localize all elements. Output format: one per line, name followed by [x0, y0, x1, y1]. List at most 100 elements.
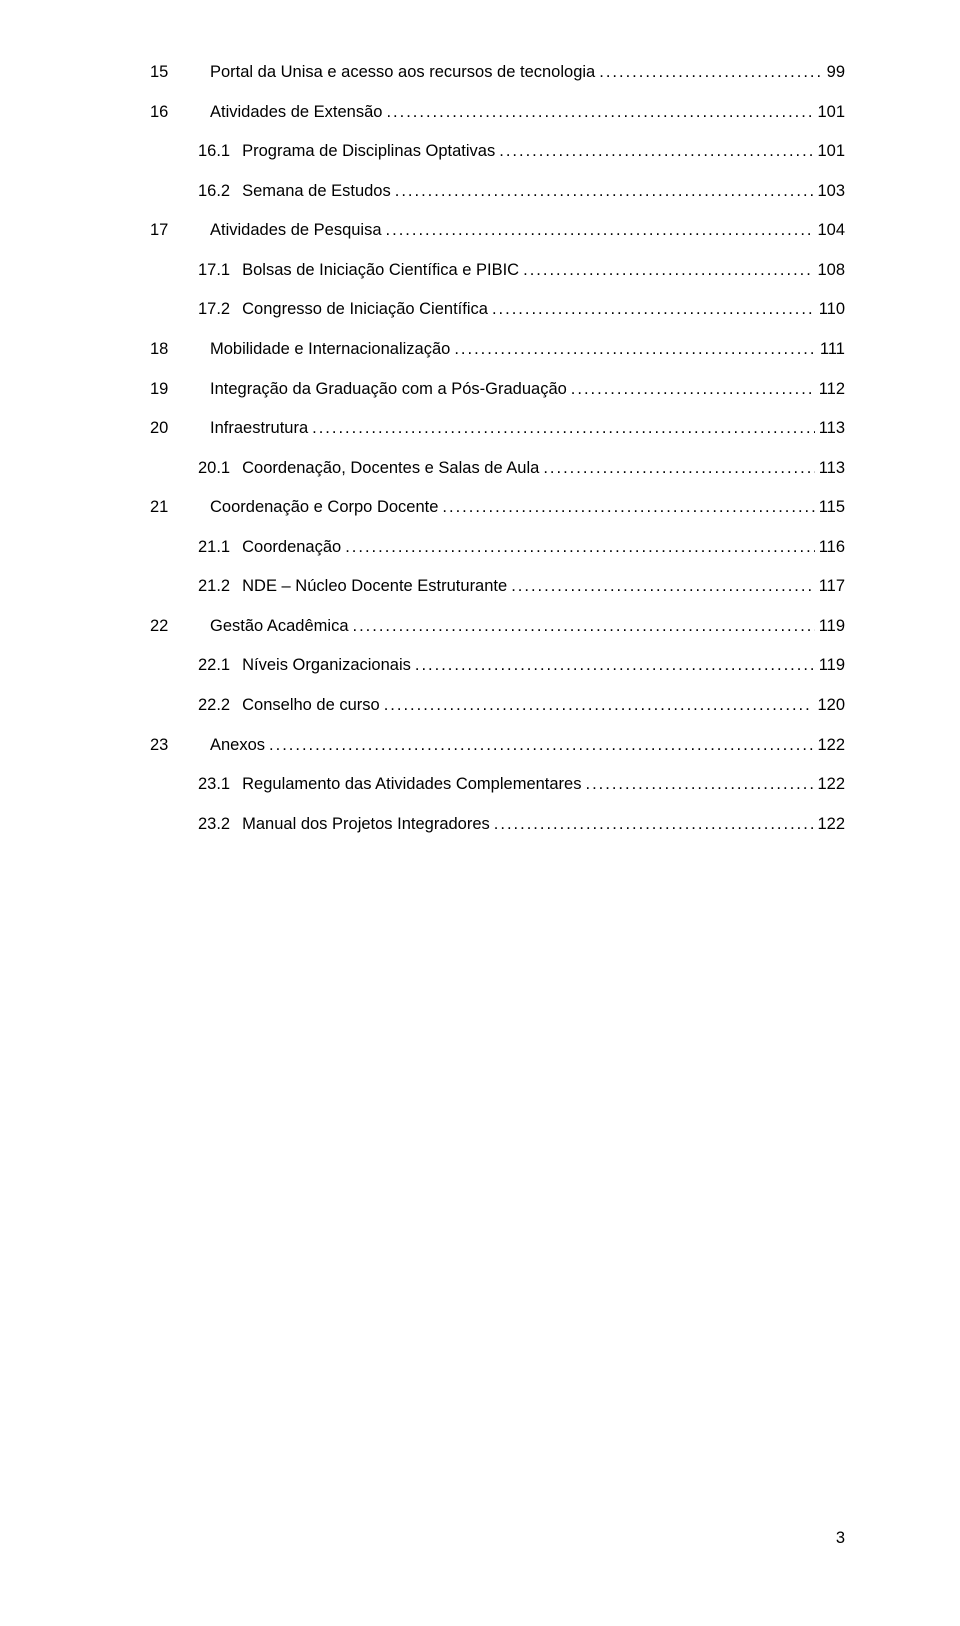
- toc-entry: 22.1Níveis Organizacionais 119: [150, 653, 845, 679]
- toc-entry-page: 116: [815, 535, 845, 561]
- toc-entry-title: Portal da Unisa e acesso aos recursos de…: [210, 60, 599, 86]
- toc-entry: 20Infraestrutura 113: [150, 416, 845, 442]
- toc-leader-dots: [384, 693, 814, 719]
- toc-entry-page: 120: [813, 693, 845, 719]
- toc-entry: 19Integração da Graduação com a Pós-Grad…: [150, 377, 845, 403]
- toc-entry-title: NDE – Núcleo Docente Estruturante: [242, 574, 511, 600]
- toc-entry-title: Atividades de Extensão: [210, 100, 386, 126]
- toc-entry-page: 113: [815, 416, 845, 442]
- toc-entry-number: 17.2: [198, 297, 242, 323]
- toc-leader-dots: [454, 337, 816, 363]
- toc-entry-page: 110: [815, 297, 845, 323]
- toc-entry-page: 119: [815, 653, 845, 679]
- toc-entry: 21.2NDE – Núcleo Docente Estruturante 117: [150, 574, 845, 600]
- toc-entry-title: Congresso de Iniciação Científica: [242, 297, 492, 323]
- toc-entry: 17.1Bolsas de Iniciação Científica e PIB…: [150, 258, 845, 284]
- toc-entry-number: 21.2: [198, 574, 242, 600]
- document-page: 15Portal da Unisa e acesso aos recursos …: [0, 0, 960, 1626]
- toc-entry-page: 112: [815, 377, 845, 403]
- toc-entry: 23Anexos122: [150, 733, 845, 759]
- toc-entry: 22Gestão Acadêmica 119: [150, 614, 845, 640]
- toc-leader-dots: [543, 456, 814, 482]
- toc-leader-dots: [571, 377, 815, 403]
- page-number: 3: [836, 1529, 845, 1548]
- toc-entry-page: 101: [813, 139, 845, 165]
- toc-leader-dots: [599, 60, 822, 86]
- toc-leader-dots: [442, 495, 814, 521]
- toc-leader-dots: [269, 733, 813, 759]
- toc-entry-page: 111: [816, 337, 845, 363]
- toc-entry-title: Regulamento das Atividades Complementare…: [242, 772, 585, 798]
- toc-entry-page: 117: [815, 574, 845, 600]
- toc-entry-number: 22: [150, 614, 210, 640]
- toc-leader-dots: [312, 416, 815, 442]
- toc-entry: 17.2Congresso de Iniciação Científica 110: [150, 297, 845, 323]
- toc-entry-number: 23.2: [198, 812, 242, 838]
- toc-entry-number: 21: [150, 495, 210, 521]
- toc-entry-page: 101: [813, 100, 845, 126]
- toc-entry-page: 108: [813, 258, 845, 284]
- toc-entry-page: 113: [815, 456, 845, 482]
- toc-entry-page: 99: [823, 60, 845, 86]
- toc-entry-title: Gestão Acadêmica: [210, 614, 353, 640]
- toc-entry: 16.1Programa de Disciplinas Optativas 101: [150, 139, 845, 165]
- toc-entry-title: Coordenação e Corpo Docente: [210, 495, 442, 521]
- toc-leader-dots: [395, 179, 814, 205]
- toc-entry-page: 104: [813, 218, 845, 244]
- toc-entry-title: Atividades de Pesquisa: [210, 218, 386, 244]
- toc-entry: 16Atividades de Extensão 101: [150, 100, 845, 126]
- toc-leader-dots: [353, 614, 815, 640]
- toc-entry-title: Coordenação, Docentes e Salas de Aula: [242, 456, 543, 482]
- toc-entry: 23.2Manual dos Projetos Integradores 122: [150, 812, 845, 838]
- toc-entry: 20.1Coordenação, Docentes e Salas de Aul…: [150, 456, 845, 482]
- toc-leader-dots: [494, 812, 814, 838]
- toc-entry: 21Coordenação e Corpo Docente115: [150, 495, 845, 521]
- toc-leader-dots: [523, 258, 813, 284]
- toc-entry-title: Conselho de curso: [242, 693, 384, 719]
- toc-entry-number: 22.1: [198, 653, 242, 679]
- toc-entry-number: 16: [150, 100, 210, 126]
- toc-entry-title: Bolsas de Iniciação Científica e PIBIC: [242, 258, 523, 284]
- toc-entry-number: 23.1: [198, 772, 242, 798]
- toc-entry-number: 15: [150, 60, 210, 86]
- toc-entry: 15Portal da Unisa e acesso aos recursos …: [150, 60, 845, 86]
- toc-entry-title: Anexos: [210, 733, 269, 759]
- toc-entry-number: 23: [150, 733, 210, 759]
- toc-entry-title: Integração da Graduação com a Pós-Gradua…: [210, 377, 571, 403]
- toc-entry-number: 17: [150, 218, 210, 244]
- toc-leader-dots: [492, 297, 815, 323]
- toc-entry-title: Semana de Estudos: [242, 179, 395, 205]
- toc-leader-dots: [585, 772, 813, 798]
- toc-entry-title: Mobilidade e Internacionalização: [210, 337, 454, 363]
- toc-entry-title: Níveis Organizacionais: [242, 653, 415, 679]
- toc-leader-dots: [415, 653, 815, 679]
- toc-entry: 18Mobilidade e Internacionalização 111: [150, 337, 845, 363]
- toc-entry-title: Infraestrutura: [210, 416, 312, 442]
- toc-entry-title: Coordenação: [242, 535, 345, 561]
- toc-entry-number: 16.1: [198, 139, 242, 165]
- toc-entry-number: 21.1: [198, 535, 242, 561]
- toc-entry: 22.2Conselho de curso 120: [150, 693, 845, 719]
- toc-entry-page: 119: [815, 614, 845, 640]
- table-of-contents: 15Portal da Unisa e acesso aos recursos …: [150, 60, 845, 837]
- toc-entry: 21.1Coordenação 116: [150, 535, 845, 561]
- toc-entry: 17Atividades de Pesquisa 104: [150, 218, 845, 244]
- toc-entry-number: 19: [150, 377, 210, 403]
- toc-leader-dots: [511, 574, 815, 600]
- toc-entry-page: 103: [813, 179, 845, 205]
- toc-entry-number: 17.1: [198, 258, 242, 284]
- toc-entry-number: 16.2: [198, 179, 242, 205]
- toc-entry-number: 20.1: [198, 456, 242, 482]
- toc-entry-title: Programa de Disciplinas Optativas: [242, 139, 499, 165]
- toc-entry: 16.2Semana de Estudos 103: [150, 179, 845, 205]
- toc-entry-page: 122: [813, 772, 845, 798]
- toc-entry: 23.1Regulamento das Atividades Complemen…: [150, 772, 845, 798]
- toc-entry-number: 22.2: [198, 693, 242, 719]
- toc-leader-dots: [386, 100, 813, 126]
- toc-entry-number: 20: [150, 416, 210, 442]
- toc-entry-page: 122: [813, 812, 845, 838]
- toc-leader-dots: [345, 535, 814, 561]
- toc-leader-dots: [386, 218, 814, 244]
- toc-entry-number: 18: [150, 337, 210, 363]
- toc-entry-title: Manual dos Projetos Integradores: [242, 812, 494, 838]
